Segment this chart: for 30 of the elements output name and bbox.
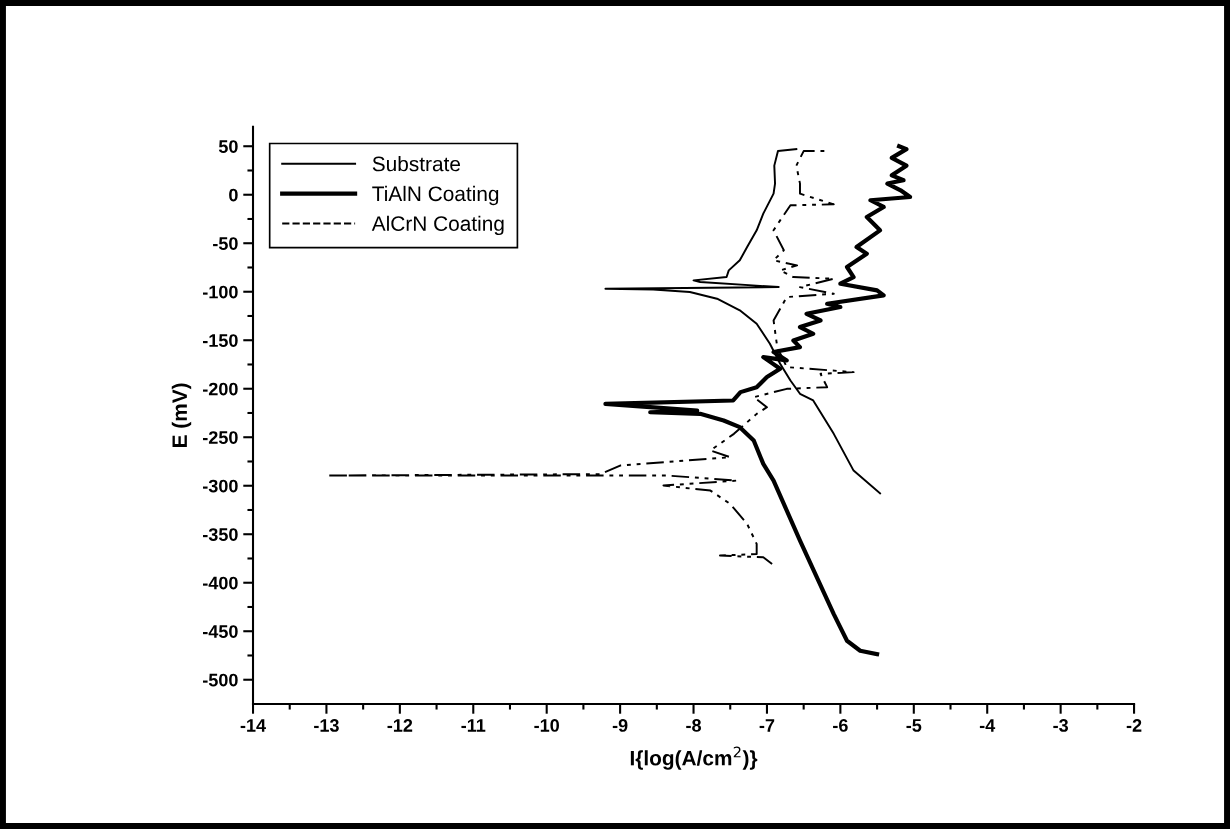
y-tick-label: -400: [203, 576, 238, 590]
x-tick-label: -2: [1126, 719, 1142, 732]
y-tick-label: 0: [229, 188, 238, 202]
x-tick-label: -12: [387, 719, 413, 732]
y-tick-label: -200: [203, 382, 238, 396]
y-tick-label: -250: [203, 431, 238, 444]
legend-label: AlCrN Coating: [371, 215, 504, 236]
y-tick-label: -150: [203, 334, 238, 347]
y-tick-label: -300: [203, 479, 238, 493]
x-axis-title: I{log(A/cm$^{2}$)}: [630, 746, 758, 770]
y-axis-title: E (mV): [171, 383, 192, 448]
x-tick-label: -7: [759, 719, 775, 732]
x-tick-label: -14: [240, 719, 266, 732]
x-tick-label: -8: [686, 719, 702, 732]
y-tick-label: -100: [203, 285, 238, 299]
y-tick-label: -50: [213, 237, 238, 250]
x-tick-label: -13: [314, 719, 339, 732]
x-tick-label: -11: [461, 719, 486, 732]
x-tick-label: -10: [534, 719, 559, 732]
x-tick-label: -6: [833, 719, 848, 732]
legend-label: TiAlN Coating: [372, 185, 499, 206]
x-tick-label: -9: [612, 719, 628, 732]
y-tick-label: -350: [203, 528, 238, 541]
y-tick-label: -450: [203, 625, 238, 638]
legend-label: Substrate: [372, 156, 461, 172]
x-tick-label: -4: [979, 719, 996, 732]
x-tick-label: -3: [1053, 719, 1069, 732]
y-tick-label: 50: [218, 140, 238, 153]
y-tick-label: -500: [203, 673, 238, 687]
x-tick-label: -5: [906, 719, 922, 732]
